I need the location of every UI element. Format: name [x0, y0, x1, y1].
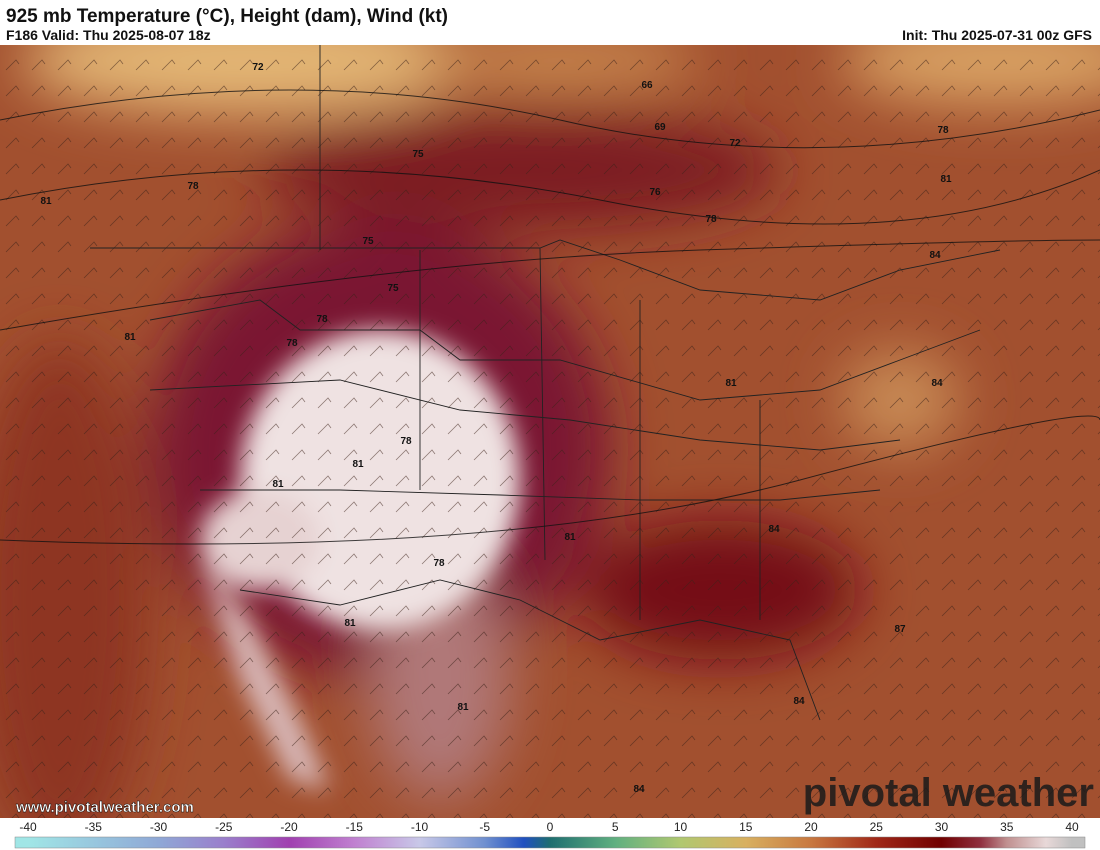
title: 925 mb Temperature (°C), Height (dam), W… — [6, 6, 448, 27]
header-bg — [0, 0, 1100, 45]
contour-label: 78 — [187, 181, 199, 192]
contour-label: 81 — [344, 618, 356, 629]
colorbar-tick-label: -40 — [19, 820, 37, 834]
contour-label: 84 — [931, 378, 943, 389]
contour-label: 78 — [433, 558, 445, 569]
contour-label: 81 — [564, 532, 576, 543]
contour-label: 78 — [937, 125, 949, 136]
contour-label: 84 — [633, 784, 645, 795]
contour-labels: 72 66 69 75 72 78 78 81 76 78 81 75 84 75 78 78 81 81 84 78… — [40, 62, 952, 795]
contour-label: 75 — [362, 236, 374, 247]
valid-time: F186 Valid: Thu 2025-08-07 18z — [6, 27, 211, 43]
contour-label: 78 — [705, 214, 717, 225]
colorbar-ticks: -40 -35 -30 -25 -20 -15 -10 -5 0 5 10 15 20 25 30 35 40 — [19, 820, 1079, 834]
contour-label: 87 — [894, 624, 906, 635]
map: 72 66 69 75 72 78 78 81 76 78 81 75 84 75 78 78 81 81 84 78… — [0, 45, 1100, 818]
colorbar-tick-label: 25 — [870, 820, 884, 834]
contour-label: 81 — [457, 702, 469, 713]
contour-label: 75 — [412, 149, 424, 160]
contour-label: 84 — [929, 250, 941, 261]
init-time: Init: Thu 2025-07-31 00z GFS — [902, 27, 1092, 43]
colorbar-tick-label: -30 — [150, 820, 168, 834]
contour-label: 66 — [641, 80, 653, 91]
colorbar-tick-label: -35 — [85, 820, 103, 834]
contour-label: 78 — [286, 338, 298, 349]
colorbar-tick-label: -20 — [280, 820, 298, 834]
colorbar-tick-label: 0 — [547, 820, 554, 834]
contour-label: 81 — [40, 196, 52, 207]
contour-label: 81 — [272, 479, 284, 490]
contour-label: 72 — [252, 62, 264, 73]
colorbar-tick-label: -15 — [346, 820, 364, 834]
contour-label: 78 — [316, 314, 328, 325]
borders — [90, 45, 1001, 721]
colorbar — [14, 836, 1086, 849]
contour-label: 78 — [400, 436, 412, 447]
contour-label: 81 — [940, 174, 952, 185]
contour-label: 72 — [729, 138, 741, 149]
contour-label: 81 — [725, 378, 737, 389]
contour-label: 81 — [124, 332, 136, 343]
contour-label: 84 — [793, 696, 805, 707]
colorbar-tick-label: -10 — [411, 820, 429, 834]
watermark: pivotal weather — [803, 771, 1094, 815]
colorbar-tick-label: 10 — [674, 820, 688, 834]
contour-label: 76 — [649, 187, 661, 198]
contour-label: 75 — [387, 283, 399, 294]
colorbar-tick-label: 20 — [804, 820, 818, 834]
contour-label: 84 — [768, 524, 780, 535]
colorbar-tick-label: 15 — [739, 820, 753, 834]
colorbar-tick-label: 30 — [935, 820, 949, 834]
website: www.pivotalweather.com — [15, 799, 194, 816]
contour-label: 81 — [352, 459, 364, 470]
colorbar-tick-label: 40 — [1065, 820, 1079, 834]
colorbar-tick-label: 5 — [612, 820, 619, 834]
colorbar-tick-label: -25 — [215, 820, 233, 834]
wind-barbs — [0, 45, 1100, 818]
colorbar-tick-label: 35 — [1000, 820, 1014, 834]
height-contours — [0, 89, 1100, 545]
colorbar-tick-label: -5 — [479, 820, 490, 834]
contour-label: 69 — [654, 122, 666, 133]
